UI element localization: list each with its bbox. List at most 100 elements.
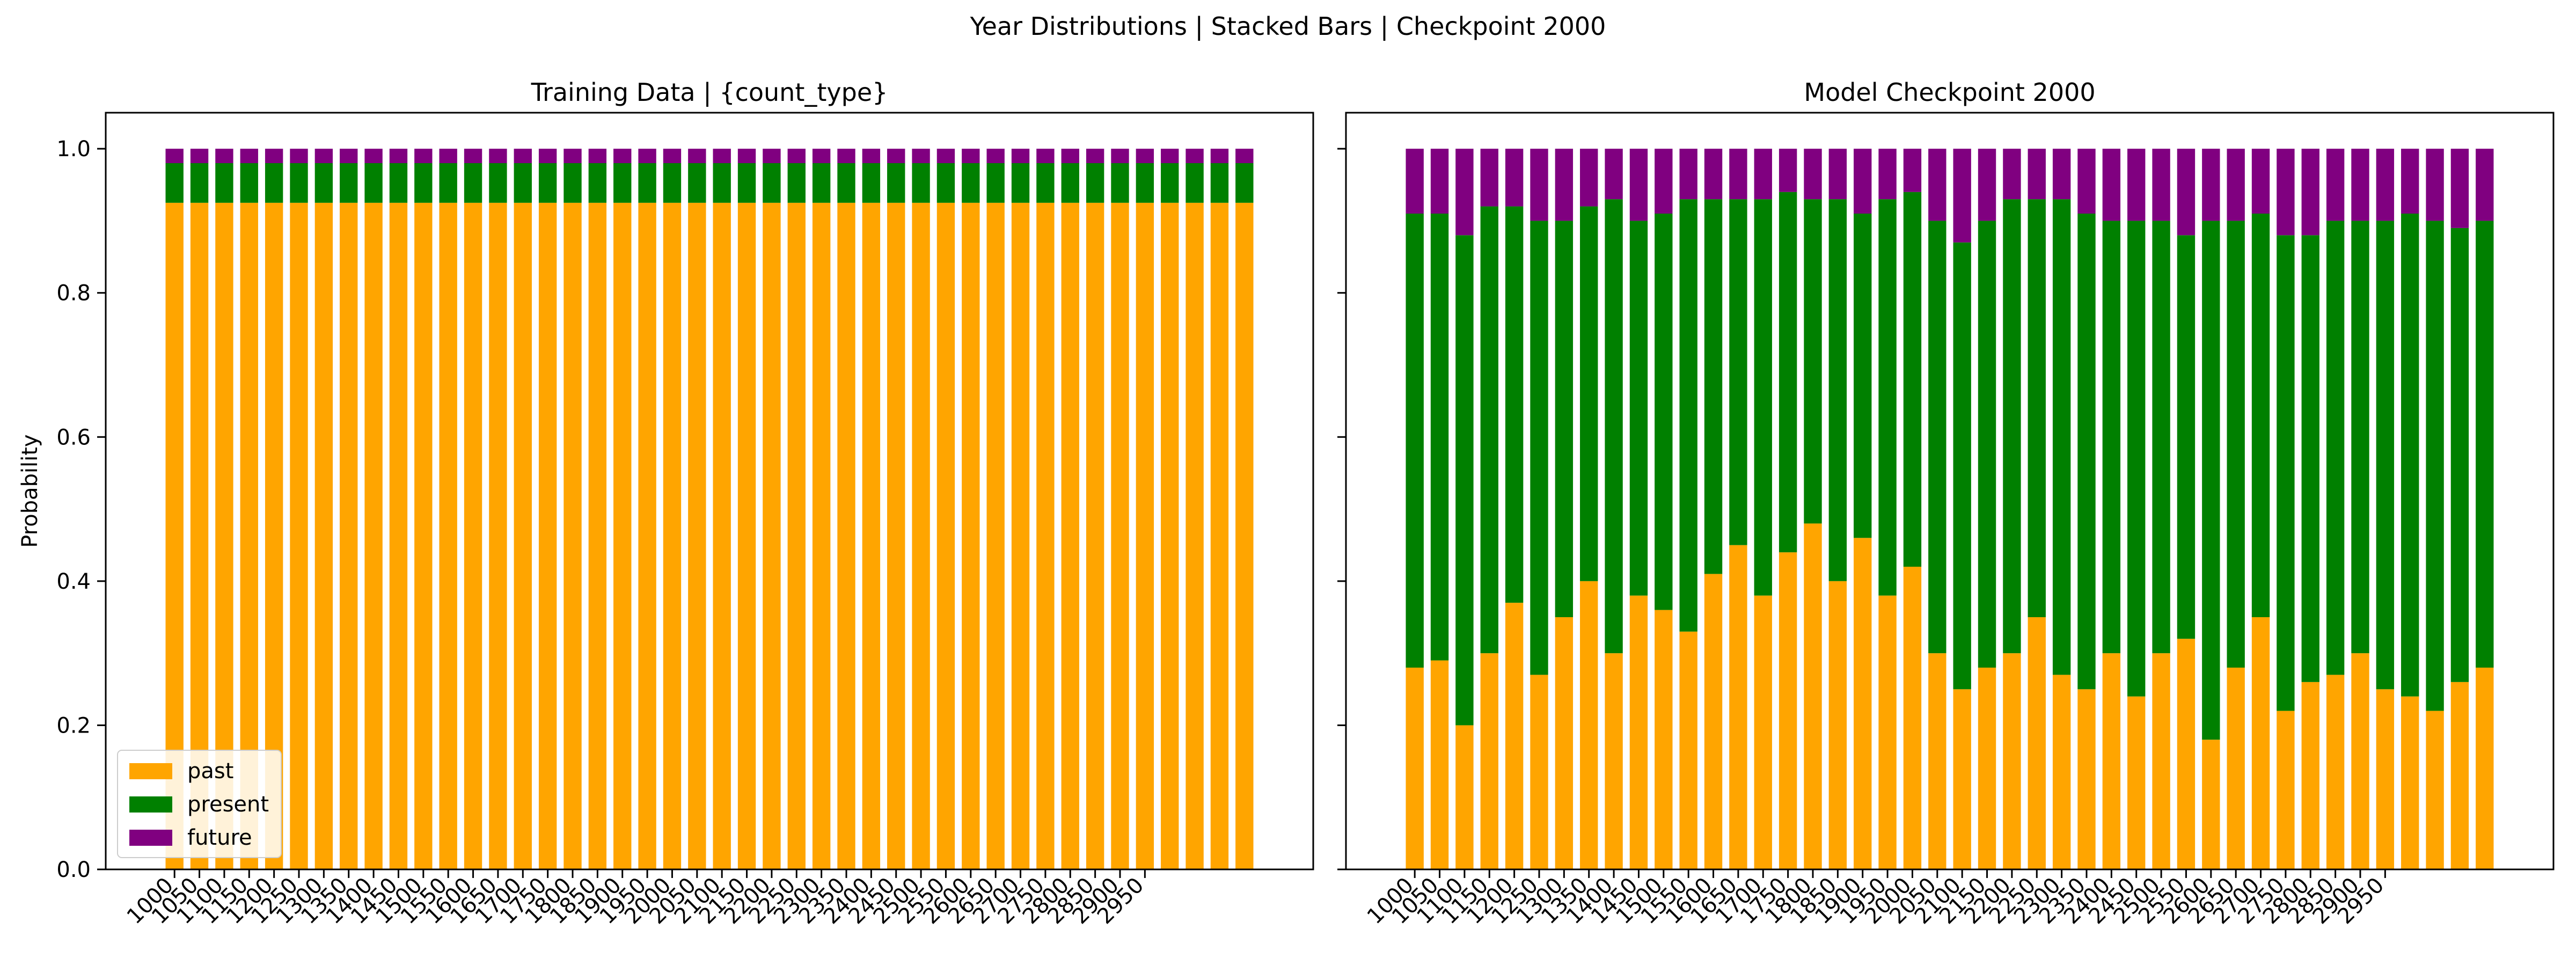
bar-present bbox=[2301, 235, 2319, 682]
bar-future bbox=[1480, 149, 1498, 207]
bar-past bbox=[2450, 682, 2469, 869]
bar-future bbox=[2028, 149, 2046, 200]
bar-present bbox=[1086, 163, 1104, 203]
bar-past bbox=[2476, 668, 2494, 869]
bar-present bbox=[2476, 221, 2494, 668]
bar-future bbox=[613, 149, 632, 163]
bar-future bbox=[1036, 149, 1055, 163]
bar-future bbox=[1210, 149, 1229, 163]
y-axis-label: Probability bbox=[18, 434, 42, 547]
bar-past bbox=[2277, 711, 2295, 869]
bar-future bbox=[2277, 149, 2295, 236]
bar-past bbox=[1111, 202, 1129, 869]
bar-present bbox=[887, 163, 905, 203]
bar-past bbox=[1235, 202, 1254, 869]
y-tick-label: 0.8 bbox=[56, 281, 91, 306]
bar-past bbox=[962, 202, 980, 869]
bar-future bbox=[538, 149, 557, 163]
bar-past bbox=[638, 202, 656, 869]
bar-past bbox=[1061, 202, 1079, 869]
bar-present bbox=[962, 163, 980, 203]
bar-past bbox=[1455, 725, 1474, 869]
bar-future bbox=[2301, 149, 2319, 236]
bar-present bbox=[2077, 214, 2096, 690]
bar-past bbox=[1210, 202, 1229, 869]
axes-2: Model Checkpoint 20001000105011001150120… bbox=[1337, 78, 2555, 929]
bar-future bbox=[2326, 149, 2345, 221]
bar-future bbox=[1828, 149, 1847, 200]
bar-present bbox=[265, 163, 283, 203]
bar-past bbox=[663, 202, 682, 869]
bar-future bbox=[1430, 149, 1449, 214]
bar-future bbox=[240, 149, 258, 163]
bar-future bbox=[1505, 149, 1524, 207]
bar-past bbox=[538, 202, 557, 869]
bar-present bbox=[2102, 221, 2121, 654]
bar-present bbox=[2003, 199, 2021, 654]
bar-past bbox=[1555, 617, 1574, 869]
bar-present bbox=[862, 163, 881, 203]
bar-past bbox=[2102, 653, 2121, 869]
bar-present bbox=[1111, 163, 1129, 203]
bar-present bbox=[2251, 214, 2270, 617]
bar-future bbox=[1011, 149, 1030, 163]
bar-past bbox=[1953, 689, 1971, 869]
bar-future bbox=[2177, 149, 2196, 236]
bar-past bbox=[1704, 574, 1723, 869]
bar-present bbox=[340, 163, 358, 203]
bar-future bbox=[2102, 149, 2121, 221]
bar-present bbox=[1804, 199, 1822, 524]
bar-past bbox=[2251, 617, 2270, 869]
bar-past bbox=[1655, 610, 1673, 869]
bar-present bbox=[2426, 221, 2444, 711]
bar-present bbox=[314, 163, 333, 203]
bar-future bbox=[1779, 149, 1797, 192]
bar-present bbox=[2450, 228, 2469, 682]
bar-past bbox=[1406, 668, 1424, 869]
bar-past bbox=[564, 202, 582, 869]
figure-title: Year Distributions | Stacked Bars | Chec… bbox=[970, 12, 1606, 41]
legend-label-present: present bbox=[187, 792, 269, 817]
bar-future bbox=[414, 149, 433, 163]
y-tick-label: 0.6 bbox=[56, 425, 91, 450]
bar-future bbox=[489, 149, 507, 163]
bar-future bbox=[439, 149, 457, 163]
bar-future bbox=[1729, 149, 1747, 200]
bar-present bbox=[564, 163, 582, 203]
bar-past bbox=[2152, 653, 2170, 869]
bar-future bbox=[1854, 149, 1872, 214]
bar-past bbox=[2127, 696, 2146, 869]
y-tick-label: 1.0 bbox=[56, 137, 91, 162]
bar-present bbox=[1406, 214, 1424, 668]
bar-past bbox=[1505, 603, 1524, 869]
axes-frame bbox=[105, 112, 1314, 870]
bar-future bbox=[1235, 149, 1254, 163]
bar-present bbox=[1754, 199, 1772, 596]
bar-present bbox=[2202, 221, 2220, 740]
bar-past bbox=[763, 202, 781, 869]
bar-past bbox=[862, 202, 881, 869]
bar-future bbox=[837, 149, 855, 163]
bar-past bbox=[1903, 567, 1922, 869]
axes-1: Training Data | {count_type} 0.0 0.2 0.4 0.6… bbox=[18, 78, 1314, 929]
bar-present bbox=[1210, 163, 1229, 203]
bar-future bbox=[1161, 149, 1179, 163]
bar-past bbox=[713, 202, 731, 869]
bar-past bbox=[2351, 653, 2369, 869]
bar-future bbox=[290, 149, 308, 163]
bar-present bbox=[2028, 199, 2046, 617]
bar-present bbox=[1455, 235, 1474, 726]
bar-present bbox=[588, 163, 607, 203]
bar-past bbox=[787, 202, 806, 869]
bar-future bbox=[862, 149, 881, 163]
axes-frame bbox=[1345, 112, 2555, 870]
bar-present bbox=[414, 163, 433, 203]
bar-future bbox=[1406, 149, 1424, 214]
bar-past bbox=[439, 202, 457, 869]
legend-label-past: past bbox=[187, 759, 233, 784]
bar-future bbox=[265, 149, 283, 163]
bar-past bbox=[613, 202, 632, 869]
bar-present bbox=[1580, 206, 1598, 581]
y-tick-label: 0.0 bbox=[56, 858, 91, 882]
bar-present bbox=[290, 163, 308, 203]
